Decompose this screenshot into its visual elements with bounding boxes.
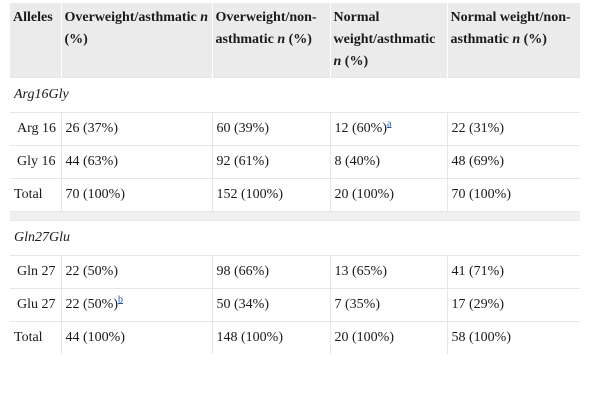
header-overweight-asthmatic: Overweight/asthmatic n (%) xyxy=(61,3,213,78)
value-cell: 22 (50%)b xyxy=(61,288,213,322)
allele-cell: Glu 27 xyxy=(10,288,62,322)
value-cell: 148 (100%) xyxy=(212,321,331,354)
value-cell: 12 (60%)a xyxy=(330,112,448,146)
value-cell: 98 (66%) xyxy=(212,255,331,289)
value-cell: 8 (40%) xyxy=(330,145,448,179)
value-cell: 152 (100%) xyxy=(212,178,331,212)
value-cell: 20 (100%) xyxy=(330,178,448,212)
header-alleles: Alleles xyxy=(10,3,62,78)
header-normal-weight-asthmatic: Normal weight/asthmatic n (%) xyxy=(330,3,448,78)
allele-cell: Gly 16 xyxy=(10,145,62,179)
value-cell: 7 (35%) xyxy=(330,288,448,322)
table-row: Gln 27 22 (50%) 98 (66%) 13 (65%) 41 (71… xyxy=(10,255,580,289)
group-separator xyxy=(10,211,580,221)
table-row: Total 44 (100%) 148 (100%) 20 (100%) 58 … xyxy=(10,321,580,354)
allele-cell: Gln 27 xyxy=(10,255,62,289)
value-cell: 48 (69%) xyxy=(447,145,580,179)
value-cell: 58 (100%) xyxy=(447,321,580,354)
value-cell: 41 (71%) xyxy=(447,255,580,289)
table-row: Glu 27 22 (50%)b 50 (34%) 7 (35%) 17 (29… xyxy=(10,288,580,322)
value-cell: 26 (37%) xyxy=(61,112,213,146)
value-cell: 44 (63%) xyxy=(61,145,213,179)
value-cell: 22 (31%) xyxy=(447,112,580,146)
header-row: Alleles Overweight/asthmatic n (%) Overw… xyxy=(10,3,580,78)
value-cell: 70 (100%) xyxy=(447,178,580,212)
group-row-arg16gly: Arg16Gly xyxy=(10,77,580,113)
value-cell: 60 (39%) xyxy=(212,112,331,146)
group-title: Gln27Glu xyxy=(10,220,580,256)
value-cell: 92 (61%) xyxy=(212,145,331,179)
separator-cell xyxy=(10,211,580,221)
value-cell: 20 (100%) xyxy=(330,321,448,354)
header-normal-weight-non-asthmatic: Normal weight/non-asthmatic n (%) xyxy=(447,3,580,78)
group-row-gln27glu: Gln27Glu xyxy=(10,220,580,256)
value-cell: 17 (29%) xyxy=(447,288,580,322)
footnote-link-a[interactable]: a xyxy=(387,118,392,130)
header-overweight-non-asthmatic: Overweight/non-asthmatic n (%) xyxy=(212,3,331,78)
allele-cell: Arg 16 xyxy=(10,112,62,146)
value-cell: 22 (50%) xyxy=(61,255,213,289)
value-cell: 44 (100%) xyxy=(61,321,213,354)
value-cell: 13 (65%) xyxy=(330,255,448,289)
table-row: Arg 16 26 (37%) 60 (39%) 12 (60%)a 22 (3… xyxy=(10,112,580,146)
table-row: Total 70 (100%) 152 (100%) 20 (100%) 70 … xyxy=(10,178,580,212)
group-title: Arg16Gly xyxy=(10,77,580,113)
alleles-table: Alleles Overweight/asthmatic n (%) Overw… xyxy=(10,3,580,354)
allele-cell: Total xyxy=(10,178,62,212)
value-cell: 50 (34%) xyxy=(212,288,331,322)
value-cell: 70 (100%) xyxy=(61,178,213,212)
allele-cell: Total xyxy=(10,321,62,354)
table-row: Gly 16 44 (63%) 92 (61%) 8 (40%) 48 (69%… xyxy=(10,145,580,179)
footnote-link-b[interactable]: b xyxy=(118,294,123,306)
